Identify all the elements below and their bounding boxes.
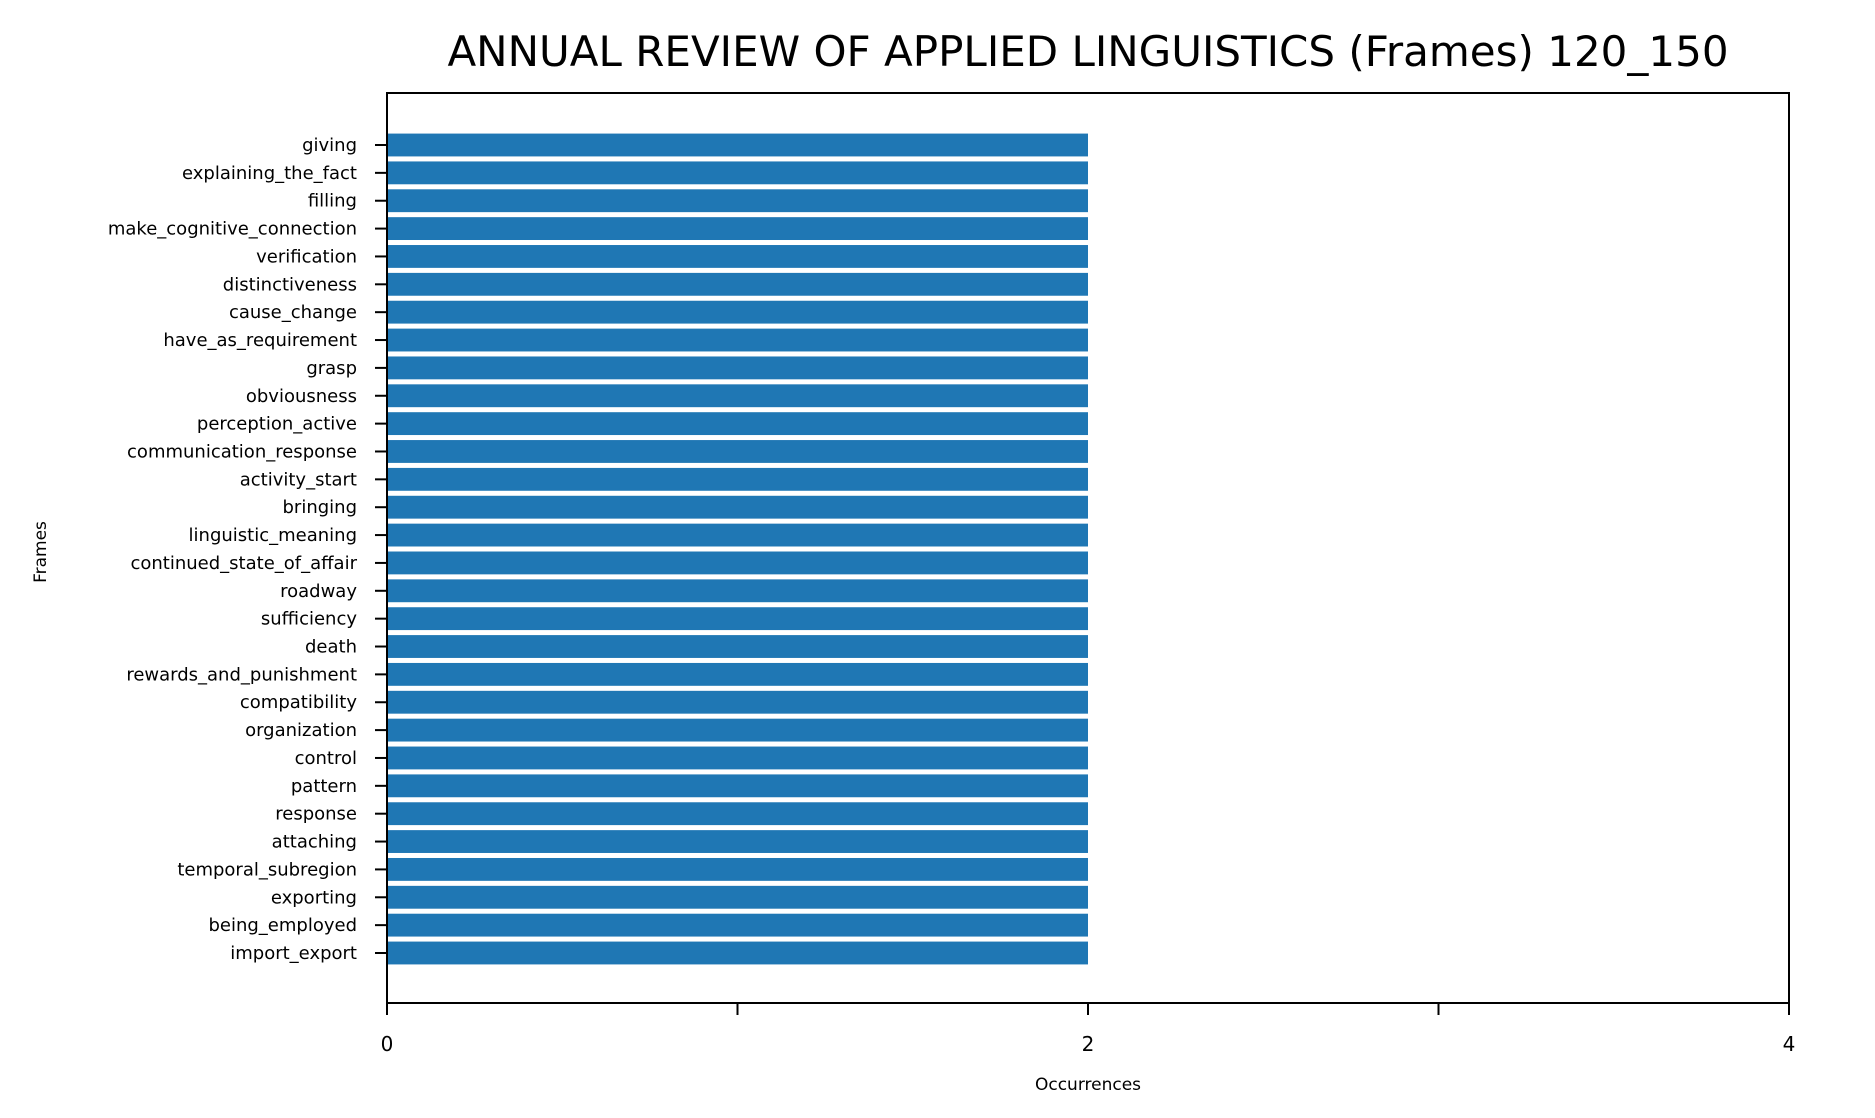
bar-explaining_the_fact [387,161,1088,185]
bar-bringing [387,495,1088,519]
y-tick-label: explaining_the_fact [182,163,357,184]
x-axis-label: Occurrences [1035,1075,1141,1095]
y-tick-label: communication_response [127,441,357,462]
chart-title: ANNUAL REVIEW OF APPLIED LINGUISTICS (Fr… [447,27,1728,76]
bar-attaching [387,830,1088,853]
y-tick-label: roadway [280,581,357,602]
bar-make_cognitive_connection [387,217,1088,241]
y-tick-label: sufficiency [261,609,357,630]
x-axis: 0 2 4 [381,1003,1796,1056]
y-tick-label: make_cognitive_connection [108,219,357,240]
y-tick-label: compatibility [240,692,357,713]
bar-communication_response [387,440,1088,463]
y-tick-label: continued_state_of_affair [130,553,357,574]
y-tick-label: being_employed [208,915,357,936]
y-tick-label: verification [256,246,357,267]
y-tick-label: pattern [291,776,357,797]
bar-rewards_and_punishment [387,662,1088,686]
y-tick-label: giving [302,135,357,156]
y-tick-label: distinctiveness [223,274,357,295]
bar-obviousness [387,384,1088,408]
y-axis-label: Frames [31,521,51,583]
y-tick-label: perception_active [197,414,357,435]
y-tick-label: rewards_and_punishment [126,664,357,685]
bar-exporting [387,885,1088,909]
bar-pattern [387,774,1088,798]
bar-grasp [387,356,1088,380]
y-tick-label: filling [308,191,357,212]
bar-roadway [387,579,1088,603]
y-tick-label: grasp [306,358,357,379]
y-tick-label: bringing [283,497,358,518]
y-tick-label: organization [245,720,357,741]
x-tick-label: 4 [1783,1032,1796,1056]
bar-being_employed [387,913,1088,937]
y-tick-label: death [305,637,357,658]
x-tick-label: 0 [381,1032,394,1056]
y-tick-label: have_as_requirement [163,330,357,351]
bar-activity_start [387,467,1088,491]
y-tick-label: exporting [271,887,357,908]
bar-death [387,635,1088,658]
bar-have_as_requirement [387,328,1088,352]
bar-import_export [387,941,1088,965]
bar-sufficiency [387,607,1088,631]
y-tick-label: temporal_subregion [177,859,357,880]
y-tick-label: linguistic_meaning [189,525,357,546]
bar-organization [387,718,1088,742]
y-tick-label: cause_change [229,302,357,323]
plot-frame [386,92,1790,1004]
bar-giving [387,133,1088,157]
bar-perception_active [387,412,1088,436]
bar-verification [387,245,1088,268]
bar-compatibility [387,690,1088,714]
bar-distinctiveness [387,272,1088,296]
bar-response [387,802,1088,826]
bar-cause_change [387,300,1088,324]
y-tick-label: attaching [272,832,357,853]
y-tick-label: response [275,804,357,825]
bar-temporal_subregion [387,857,1088,881]
y-tick-label: control [295,748,357,769]
x-tick-label: 2 [1082,1032,1095,1056]
bar-control [387,746,1088,770]
y-tick-label: obviousness [246,386,357,407]
y-tick-label: activity_start [240,469,357,490]
bar-linguistic_meaning [387,523,1088,547]
bar-filling [387,189,1088,213]
y-tick-label: import_export [230,943,357,964]
bar-continued_state_of_affair [387,551,1088,575]
bars-group [387,133,1088,965]
